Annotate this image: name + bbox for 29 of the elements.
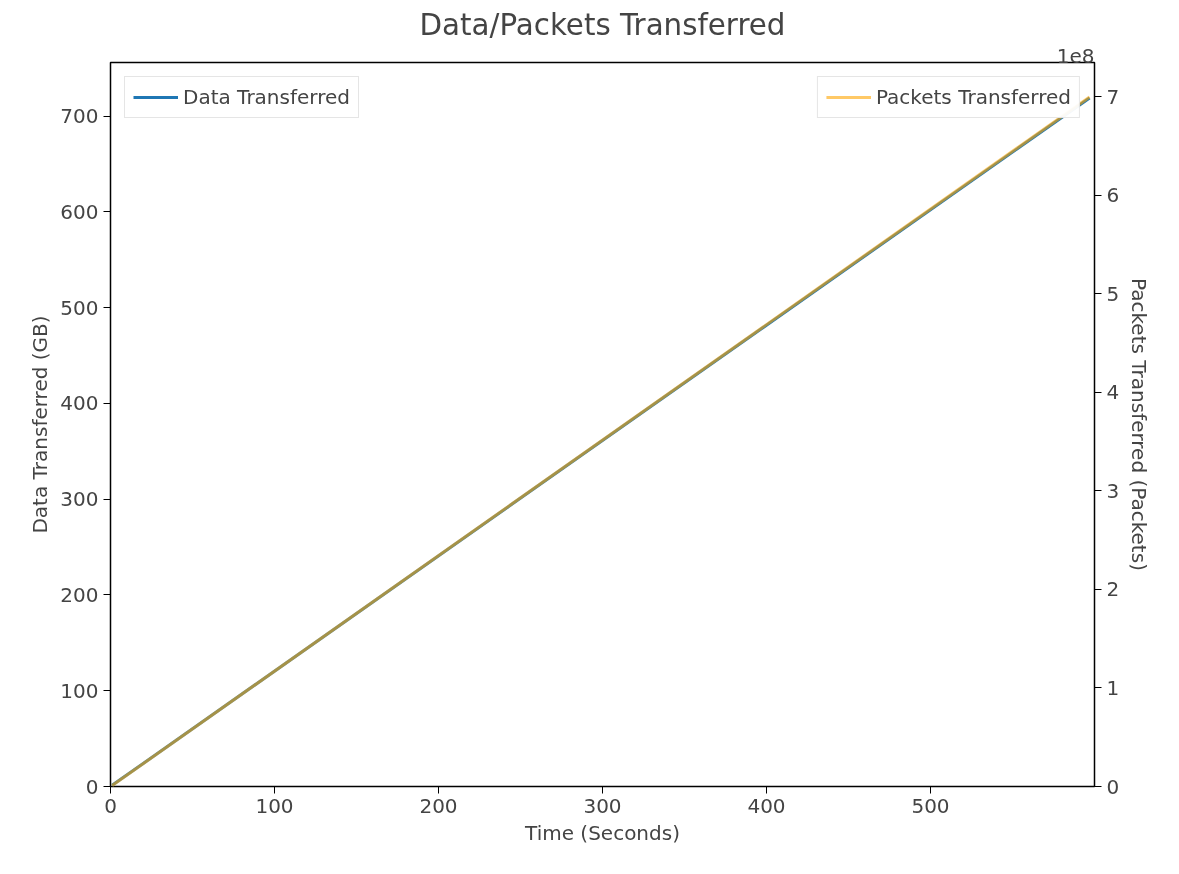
x-axis-title: Time (Seconds)	[524, 820, 680, 845]
y2-tick-label: 6	[1106, 183, 1120, 208]
y-tick-label: 600	[60, 199, 99, 224]
y2-tick-label: 5	[1106, 281, 1120, 306]
y-tick-label: 500	[60, 295, 99, 320]
y2-axis-title: Packets Transferred (Packets)	[1127, 278, 1152, 571]
y2-tick-label: 3	[1106, 478, 1120, 503]
legend-label: Packets Transferred	[875, 85, 1071, 109]
y-tick-label: 700	[60, 104, 99, 129]
y2-tick-label: 0	[1106, 774, 1120, 799]
x-tick-label: 500	[911, 793, 950, 818]
y2-tick-label: 7	[1106, 84, 1120, 109]
y-tick-label: 300	[60, 487, 99, 512]
x-tick-label: 300	[583, 793, 622, 818]
y-axis-title: Data Transferred (GB)	[28, 315, 53, 534]
x-tick-label: 0	[104, 793, 117, 818]
chart-title: Data/Packets Transferred	[419, 7, 786, 42]
y-tick-label: 400	[60, 391, 99, 416]
y-tick-label: 200	[60, 582, 99, 607]
x-tick-label: 200	[419, 793, 458, 818]
y2-tick-label: 1	[1106, 676, 1120, 700]
y-tick-label: 100	[60, 678, 99, 703]
legend-label: Data Transferred	[183, 85, 350, 109]
y2-tick-label: 2	[1106, 577, 1120, 602]
y-tick-label: 0	[85, 774, 99, 799]
y2-tick-label: 4	[1106, 380, 1120, 405]
x-tick-label: 100	[255, 793, 294, 818]
annotation: 1e8	[1056, 43, 1095, 68]
x-tick-label: 400	[747, 793, 786, 818]
